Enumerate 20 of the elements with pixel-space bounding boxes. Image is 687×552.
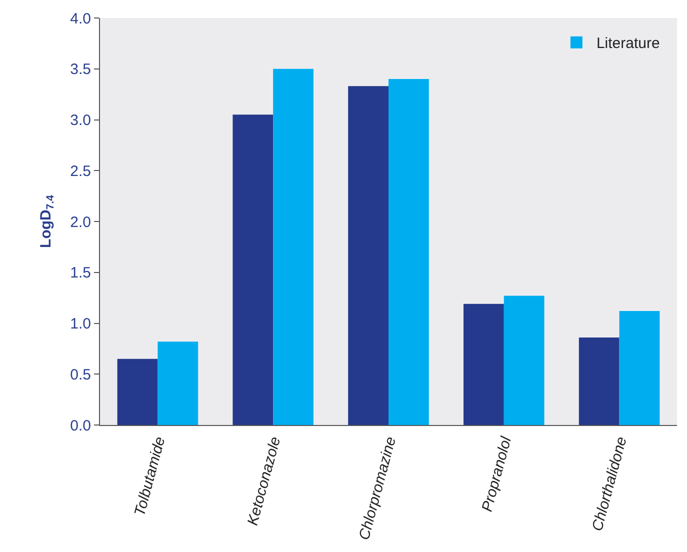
y-tick-label: 3.5	[70, 61, 91, 78]
y-tick-label: 3.0	[70, 112, 91, 129]
bar	[464, 304, 504, 425]
bar	[388, 79, 429, 425]
bar	[348, 86, 388, 425]
bar	[158, 342, 198, 425]
bar	[232, 114, 274, 425]
y-tick-label: 0.5	[70, 366, 91, 384]
y-tick-label: 0.0	[70, 417, 91, 434]
bar	[578, 338, 620, 425]
y-tick-label: 4.0	[70, 10, 91, 28]
y-tick-label: 1.5	[70, 264, 91, 282]
y-tick-label: 1.0	[70, 316, 91, 332]
y-tick-label: 2.5	[70, 162, 91, 180]
bar	[619, 311, 660, 425]
bar	[504, 296, 544, 425]
bar	[117, 358, 158, 425]
legend-label: Literature	[596, 35, 660, 52]
bar	[273, 68, 314, 425]
y-tick-label: 2.0	[70, 214, 91, 231]
